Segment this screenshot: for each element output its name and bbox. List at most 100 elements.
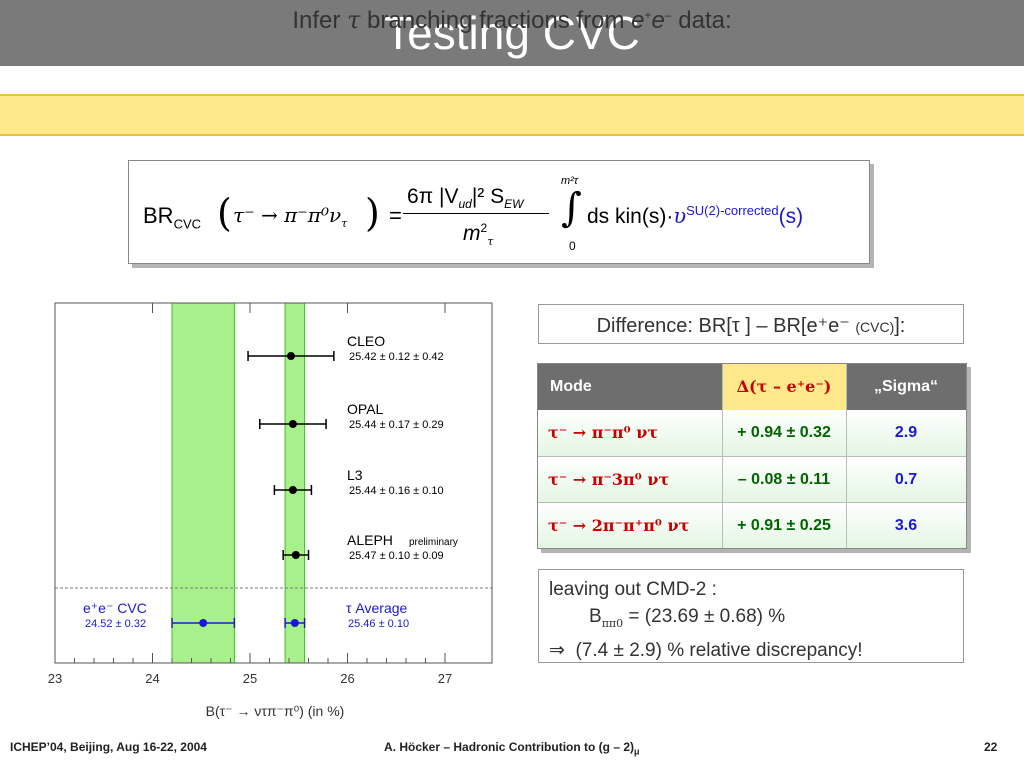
formula-lhs-sub: τ: [341, 217, 348, 230]
difference-tail: ]:: [894, 315, 906, 337]
table-row: τ⁻ → π⁻3π⁰ ντ – 0.08 ± 0.11 0.7: [538, 456, 966, 502]
formula-numerator: 6π |Vud|² SEW: [407, 185, 523, 211]
formula-num-tail: |² S: [471, 185, 505, 208]
subtitle-plus: +: [644, 8, 652, 22]
formula-num-text: 6π |V: [407, 185, 459, 208]
band-0: [171, 302, 235, 664]
row-delta: + 0.91 ± 0.25: [737, 517, 831, 534]
data-point: [288, 486, 297, 494]
formula-denominator: m2τ: [463, 221, 493, 248]
formula-open-paren: (: [217, 191, 232, 235]
header-mode: Mode: [550, 378, 592, 395]
subtitle-banner: [0, 94, 1024, 136]
note-b: B: [589, 606, 602, 627]
formula-den-text: m: [463, 222, 481, 245]
formula-sew-sub: EW: [504, 197, 524, 212]
note-line-2: Bππ0 = (23.69 ± 0.68) %: [549, 603, 963, 637]
note-line-3: ⇒ (7.4 ± 2.9) % relative discrepancy!: [549, 637, 963, 664]
data-point: [286, 352, 295, 360]
slide-title: Testing CVC: [384, 7, 640, 59]
page-number: 22: [984, 740, 998, 754]
formula-upsilon: υ: [673, 204, 687, 228]
footer-author-text: A. Höcker – Hadronic Contribution to (g …: [384, 740, 635, 754]
subtitle-mid: branching fractions from: [360, 7, 632, 34]
data-point: [199, 619, 208, 627]
subtitle-post: data:: [671, 7, 732, 34]
point-value-label: 25.42 ± 0.12 ± 0.42: [349, 351, 444, 363]
formula-integrand-text: ds kin(s)·: [587, 205, 674, 228]
formula-integrand: ds kin(s)·υSU(2)-corrected(s): [587, 203, 803, 229]
point-value-label: 25.44 ± 0.17 ± 0.29: [349, 419, 444, 431]
note-discrepancy: (7.4 ± 2.9) % relative discrepancy!: [575, 639, 863, 661]
subtitle-e2: e: [651, 7, 665, 34]
subtitle-minus: –: [664, 8, 672, 22]
slide-subtitle: Infer τ branching fractions from e+e– da…: [0, 6, 1024, 35]
formula-vud-sub: ud: [458, 197, 472, 212]
formula-int-lower: 0: [569, 239, 576, 253]
note-box: leaving out CMD-2 : Bππ0 = (23.69 ± 0.68…: [538, 569, 964, 663]
difference-table: Mode Δ(τ – e⁺e⁻) „Sigma“ τ⁻ → π⁻π⁰ ντ + …: [537, 363, 967, 549]
implies-icon: ⇒: [549, 639, 565, 661]
footer-author-sub: μ: [634, 746, 640, 757]
formula-lhs-text: τ⁻ → π⁻π⁰ν: [233, 203, 342, 227]
formula-box: BRCVC ( τ⁻ → π⁻π⁰ντ ) = 6π |Vud|² SEW m2…: [128, 160, 870, 264]
point-label: L3: [347, 467, 363, 483]
subtitle-e1: e: [631, 7, 645, 34]
row-sigma: 0.7: [894, 471, 918, 488]
x-axis-label: B(τ⁻ → ντπ⁻π⁰) (in %): [206, 703, 345, 719]
point-value-label: 24.52 ± 0.32: [85, 618, 146, 630]
footer-author: A. Höcker – Hadronic Contribution to (g …: [384, 740, 640, 756]
row-sigma: 2.9: [894, 424, 918, 441]
formula-den-sub: τ: [487, 235, 494, 249]
difference-box: Difference: BR[τ ] – BR[e⁺e⁻ (CVC)]:: [538, 304, 964, 344]
formula-lhs: τ⁻ → π⁻π⁰ντ: [233, 203, 347, 230]
tick-label: 27: [438, 671, 452, 686]
table-divider: [722, 364, 723, 548]
point-note: preliminary: [409, 537, 458, 548]
row-mode: τ⁻ → π⁻π⁰ ντ: [548, 423, 659, 442]
formula-br: BRCVC: [143, 203, 201, 231]
point-value-label: 25.46 ± 0.10: [348, 618, 409, 630]
header-sigma: „Sigma“: [873, 378, 938, 395]
data-point: [288, 420, 297, 428]
point-value-label: 25.44 ± 0.16 ± 0.10: [349, 485, 444, 497]
formula-fraction-bar: [403, 213, 549, 214]
point-value-label: 25.47 ± 0.10 ± 0.09: [349, 550, 444, 562]
measurement-chart: 23 24 25 26 27 B(τ⁻ → ντπ⁻π⁰) (in %) CLEO 25.42…: [48, 302, 493, 719]
row-sigma: 3.6: [894, 517, 918, 534]
row-delta: + 0.94 ± 0.32: [737, 424, 831, 441]
point-label: τ Average: [346, 600, 408, 616]
formula-den-sup: 2: [480, 221, 488, 235]
formula-arg: (s): [778, 205, 804, 228]
note-line-1: leaving out CMD-2 :: [549, 579, 717, 600]
data-point: [290, 619, 299, 627]
subtitle-pre: Infer: [292, 7, 348, 34]
footer-conference: ICHEP’04, Beijing, Aug 16-22, 2004: [10, 740, 207, 754]
subtitle-tau: τ: [347, 6, 361, 34]
tick-label: 23: [48, 671, 62, 686]
tick-label: 25: [243, 671, 257, 686]
table-row: τ⁻ → 2π⁻π⁺π⁰ ντ + 0.91 ± 0.25 3.6: [538, 502, 966, 548]
tick-label: 26: [340, 671, 354, 686]
title-bar: [0, 0, 1024, 66]
formula-close-paren: ): [365, 191, 380, 235]
row-mode: τ⁻ → 2π⁻π⁺π⁰ ντ: [548, 516, 690, 535]
row-delta: – 0.08 ± 0.11: [737, 471, 831, 488]
table-header-row: Mode Δ(τ – e⁺e⁻) „Sigma“: [538, 364, 966, 410]
table-divider: [846, 364, 847, 548]
formula-br-text: BR: [143, 203, 174, 228]
formula-int-upper: m²τ: [561, 175, 578, 187]
point-label: OPAL: [347, 401, 384, 417]
point-label: e⁺e⁻ CVC: [83, 600, 147, 616]
difference-text: Difference: BR[τ ] – BR[e⁺e⁻: [596, 315, 856, 337]
tick-label: 24: [145, 671, 159, 686]
formula-upsilon-sup: SU(2)-corrected: [686, 203, 779, 218]
formula-eq: =: [389, 203, 402, 228]
note-b-value: = (23.69 ± 0.68) %: [623, 606, 786, 627]
formula-integral-sign: ∫: [561, 185, 582, 231]
table-row: τ⁻ → π⁻π⁰ ντ + 0.94 ± 0.32 2.9: [538, 410, 966, 456]
point-label: ALEPH: [347, 532, 393, 548]
note-b-sub: ππ0: [601, 616, 624, 630]
header-delta: Δ(τ – e⁺e⁻): [722, 364, 846, 410]
chart-layer: 23 24 25 26 27 B(τ⁻ → ντπ⁻π⁰) (in %) CLEO 25.42…: [48, 302, 493, 719]
